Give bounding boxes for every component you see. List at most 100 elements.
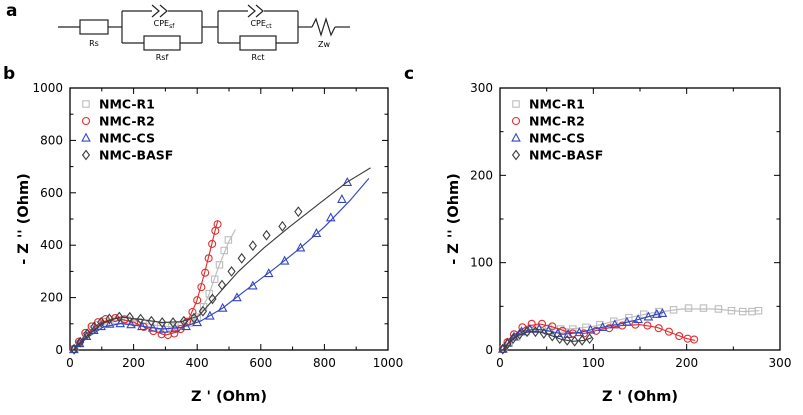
y-tick-label: 800 — [40, 133, 63, 147]
legend-label: NMC-R1 — [99, 97, 155, 112]
marker-diamond — [227, 265, 236, 277]
marker-circle — [664, 327, 673, 336]
nyquist-plot-c: 0 100 200 300 0 100 200 300 Z ' (Ohm) - Z '' (Ohm… — [446, 81, 792, 405]
marker-diamond — [70, 343, 79, 355]
marker-circle — [511, 116, 521, 126]
marker-circle — [204, 254, 213, 263]
marker-circle — [643, 321, 652, 330]
marker-diamond — [548, 330, 557, 342]
y-axis-title: - Z '' (Ohm) — [16, 173, 32, 265]
cpe-sf-symbol — [151, 4, 160, 18]
marker-diamond — [262, 229, 271, 241]
x-tick-label: 1000 — [373, 356, 404, 370]
marker-triangle — [337, 193, 347, 203]
marker-diamond — [198, 305, 208, 317]
marker-circle — [208, 239, 217, 248]
marker-diamond — [508, 333, 518, 345]
legend-label: NMC-BASF — [99, 148, 173, 163]
marker-triangle — [295, 242, 306, 252]
marker-diamond — [90, 321, 99, 333]
marker-diamond — [578, 334, 587, 346]
label-rct: Rct — [251, 53, 264, 62]
marker-triangle — [104, 318, 115, 328]
legend-label: NMC-R1 — [529, 97, 585, 112]
marker-diamond — [83, 328, 92, 340]
marker-circle — [157, 330, 166, 339]
marker-triangle — [497, 343, 508, 353]
marker-triangle — [622, 316, 632, 326]
marker-triangle — [511, 132, 521, 142]
marker-square — [220, 246, 228, 255]
legend: NMC-R1 NMC-R2 NMC-CS NMC-BASF — [511, 97, 603, 163]
marker-diamond — [105, 313, 114, 325]
marker-triangle — [633, 314, 643, 324]
marker-triangle — [585, 324, 596, 334]
circuit-diagram: Rs CPEsf Rsf CPEct Rct Zw — [54, 1, 354, 67]
y-tick-label: 0 — [485, 343, 493, 357]
marker-triangle — [643, 311, 654, 321]
marker-triangle — [279, 255, 290, 265]
marker-diamond — [125, 311, 134, 323]
marker-diamond — [522, 326, 532, 338]
marker-square — [512, 100, 520, 108]
marker-triangle — [651, 308, 662, 318]
marker-diamond — [147, 315, 156, 327]
marker-circle — [690, 335, 699, 344]
y-tick-label: 300 — [470, 81, 493, 95]
marker-diamond — [136, 313, 145, 325]
marker-diamond — [278, 220, 287, 232]
marker-circle — [197, 283, 206, 292]
marker-triangle — [205, 310, 215, 320]
marker-diamond — [570, 335, 579, 347]
series-NMC-BASF — [70, 167, 371, 355]
y-tick-label: 400 — [40, 238, 63, 252]
cpe-ct-symbol — [255, 4, 264, 18]
label-cpe-ct: CPEct — [250, 19, 272, 30]
marker-square — [714, 305, 723, 313]
marker-circle — [193, 296, 202, 305]
marker-square — [669, 306, 678, 314]
marker-diamond — [168, 317, 178, 328]
resistor-rs — [79, 19, 109, 35]
marker-diamond — [97, 316, 106, 328]
label-rsf: Rsf — [156, 53, 169, 62]
panel-b-label: b — [3, 64, 16, 84]
legend: NMC-R1 NMC-R2 NMC-CS NMC-BASF — [81, 97, 173, 163]
y-tick-label: 200 — [40, 291, 63, 305]
marker-triangle — [137, 321, 147, 331]
marker-triangle — [232, 292, 242, 302]
marker-diamond — [248, 240, 257, 252]
panel-c-label: c — [404, 64, 415, 84]
marker-triangle — [248, 280, 258, 290]
marker-diamond — [158, 317, 167, 328]
nyquist-chart-c: 0 100 200 300 0 100 200 300 Z ' (Ohm) - Z '' (Ohm… — [446, 68, 792, 415]
marker-triangle — [170, 323, 180, 333]
marker-square — [754, 306, 763, 315]
x-tick-label: 200 — [675, 356, 698, 370]
marker-circle — [213, 220, 222, 229]
x-tick-label: 0 — [66, 356, 74, 370]
warburg-symbol — [311, 16, 336, 38]
marker-diamond — [515, 328, 524, 340]
fit-line — [72, 178, 370, 351]
label-zw: Zw — [318, 40, 330, 49]
marker-square — [727, 306, 736, 315]
nyquist-plot-b: 0 200 400 600 800 1000 0 200 400 600 800 1000 Z ' (O… — [16, 81, 404, 405]
marker-triangle — [342, 176, 353, 186]
marker-square — [610, 317, 618, 325]
marker-diamond — [237, 252, 246, 264]
x-tick-label: 800 — [313, 356, 336, 370]
marker-square — [215, 261, 224, 269]
marker-triangle — [263, 268, 274, 278]
marker-square — [224, 236, 233, 244]
marker-triangle — [325, 212, 336, 222]
legend-label: NMC-CS — [99, 131, 155, 146]
fit-line — [502, 311, 664, 351]
cpe-ct-symbol — [247, 4, 256, 18]
series-NMC-CS — [68, 176, 370, 354]
marker-triangle — [657, 307, 668, 317]
x-tick-label: 100 — [582, 356, 605, 370]
x-tick-label: 300 — [769, 356, 792, 370]
marker-triangle — [609, 319, 620, 329]
